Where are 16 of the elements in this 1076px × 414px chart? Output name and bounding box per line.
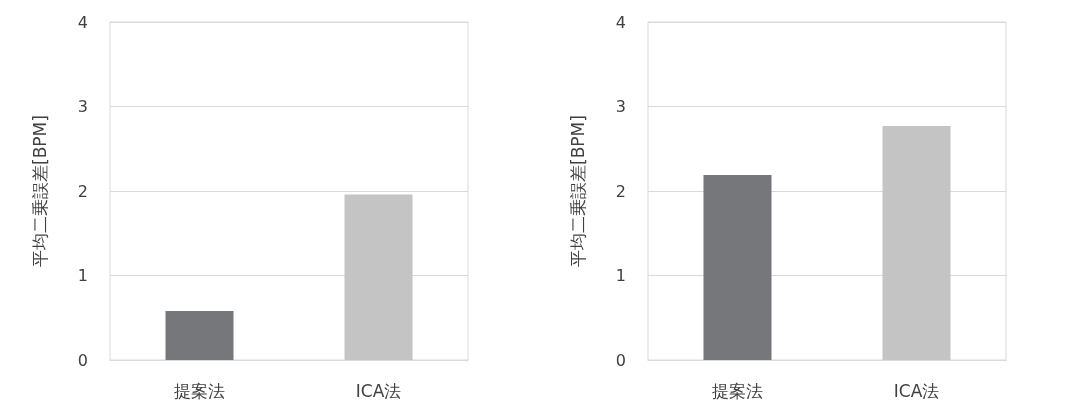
x-tick-label: ICA法 [893, 380, 940, 401]
x-tick-label: ICA法 [355, 380, 402, 401]
y-axis-title: 平均二乗誤差[BPM] [29, 115, 50, 267]
y-tick-label: 2 [615, 181, 626, 201]
y-tick-label: 2 [77, 181, 88, 201]
y-tick-label: 4 [615, 12, 626, 32]
x-tick-label: 提案法 [712, 380, 763, 401]
y-tick-label: 3 [77, 97, 88, 116]
y-tick-label: 3 [615, 97, 626, 116]
y-tick-label: 0 [77, 350, 88, 370]
y-tick-label: 0 [615, 350, 626, 370]
y-axis-title: 平均二乗誤差[BPM] [567, 115, 588, 267]
y-tick-label: 4 [77, 12, 88, 32]
y-tick-label: 1 [77, 266, 88, 285]
x-tick-label: 提案法 [174, 380, 225, 401]
y-tick-label: 1 [615, 266, 626, 285]
